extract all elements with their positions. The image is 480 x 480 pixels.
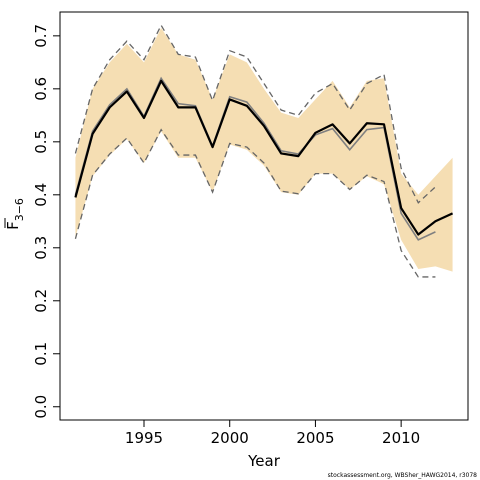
confidence-band-layer [75,27,453,272]
y-axis-title-main: F [4,221,22,230]
x-tick-label: 1995 [125,429,163,447]
y-axis-title: F3−6 [4,198,26,230]
x-tick-label: 2010 [382,429,420,447]
y-tick-label: 0.3 [32,236,50,260]
previous-lower-bound-line [74,128,436,278]
y-tick-label: 0.2 [32,289,50,313]
y-axis-title-subscript: 3−6 [13,198,26,221]
confidence-band [75,27,453,272]
y-axis: 0.0 0.1 0.2 0.3 0.4 0.5 0.6 0.7 [32,24,60,419]
credit-text: stockassessment.org, WBSher_HAWG2014, r3… [328,472,478,479]
previous-estimate-line [74,76,436,241]
x-axis: 1995 2000 2005 2010 [125,420,420,447]
x-tick-label: 2005 [296,429,334,447]
y-tick-label: 0.5 [32,130,50,154]
series-line-layer [74,23,454,278]
y-tick-label: 0.6 [32,77,50,101]
previous-upper-bound-line [74,23,436,204]
y-tick-label: 0.7 [32,24,50,48]
svg-text:F3−6: F3−6 [4,198,26,230]
current-estimate-line [74,79,454,236]
y-tick-label: 0.1 [32,342,50,366]
plot-frame [59,11,469,421]
x-axis-title: Year [247,452,281,470]
x-tick-label: 2000 [211,429,249,447]
y-tick-label: 0.0 [32,395,50,419]
y-tick-label: 0.4 [32,183,50,207]
